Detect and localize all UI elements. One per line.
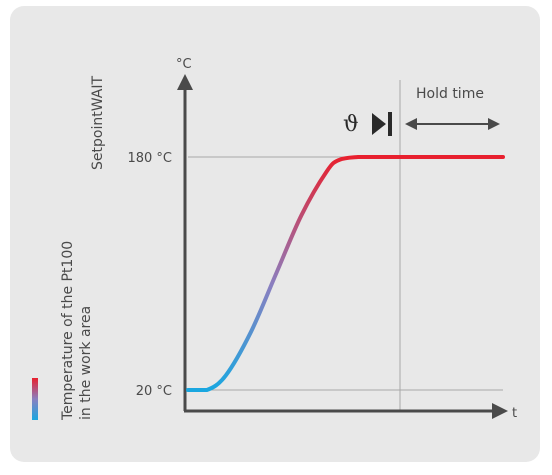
temperature-curve: [186, 155, 505, 392]
stop-bar-icon: [388, 112, 392, 136]
curve-label-line2: in the work area: [78, 306, 94, 420]
hold-time-arrow-right-head: [488, 118, 500, 130]
y-tick-180: 180 °C: [127, 151, 172, 166]
hold-time-label: Hold time: [416, 86, 484, 102]
theta-symbol: ϑ: [343, 112, 359, 137]
y-unit-label: °C: [176, 57, 192, 72]
y-axis-arrow: [177, 74, 193, 90]
hold-time-arrow-left-head: [405, 118, 417, 130]
setpoint-label: SetpointWAIT: [90, 76, 106, 170]
x-axis-arrow: [492, 403, 508, 419]
y-tick-20: 20 °C: [136, 384, 172, 399]
play-icon: [372, 113, 386, 135]
curve-label-line1: Temperature of the Pt100: [60, 241, 76, 421]
chart-panel: [10, 6, 540, 462]
curve-legend-swatch: [32, 378, 38, 420]
x-unit-label: t: [512, 406, 517, 421]
